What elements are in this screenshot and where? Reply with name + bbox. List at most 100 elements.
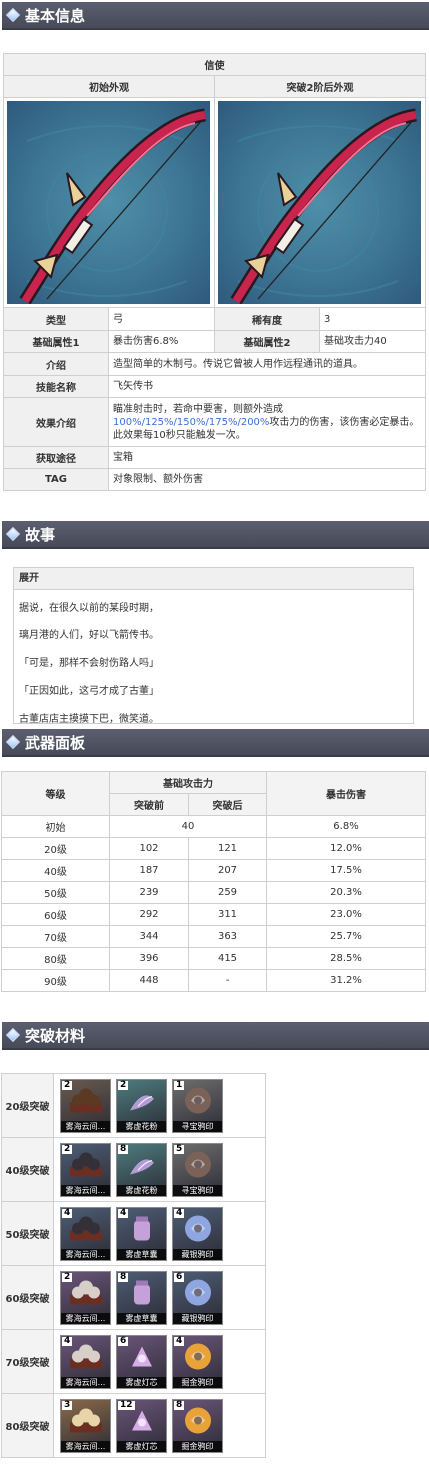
material-item[interactable]: 1 寻宝鸦印 (172, 1078, 223, 1133)
table-row: 40级 187 207 17.5% (1, 859, 426, 882)
material-item[interactable]: 8 雾虚草囊 (116, 1270, 167, 1325)
after-cell: 363 (188, 925, 267, 948)
table-row: 90级 448 - 31.2% (1, 969, 426, 992)
tag-label: TAG (3, 468, 109, 491)
material-row: 20级突破 2 雾海云间... 2 雾虚花粉 1 寻宝鸦印 (1, 1073, 266, 1138)
effect-text: 瞄准射击时，若命中要害，则额外造成 (113, 403, 283, 415)
material-list: 3 雾海云间... 12 雾虚灯芯 8 掘金鸦印 (53, 1393, 266, 1458)
table-row: 20级 102 121 12.0% (1, 837, 426, 860)
cloud-orb-icon (66, 1404, 106, 1439)
intro-value: 造型简单的木制弓。传说它曾被人用作远程通讯的道具。 (108, 352, 426, 376)
material-item[interactable]: 4 雾虚草囊 (116, 1206, 167, 1261)
crow-insignia-icon (178, 1212, 218, 1247)
material-list: 2 雾海云间... 2 雾虚花粉 1 寻宝鸦印 (53, 1073, 266, 1138)
section-header-materials: 突破材料 (2, 1022, 429, 1050)
material-count: 3 (62, 1399, 73, 1410)
skill-value: 飞矢传书 (108, 375, 426, 398)
material-count: 1 (174, 1079, 185, 1090)
cloud-orb-icon (66, 1212, 106, 1247)
appearance-ascended-label: 突破2阶后外观 (214, 75, 426, 98)
diamond-icon (5, 526, 21, 542)
before-header: 突破前 (109, 793, 189, 816)
material-item[interactable]: 2 雾海云间... (60, 1142, 111, 1197)
after-cell: 259 (188, 881, 267, 904)
material-count: 8 (118, 1271, 129, 1282)
crit-cell: 25.7% (266, 925, 426, 948)
before-cell: 344 (109, 925, 189, 948)
material-name: 雾海云间... (61, 1184, 110, 1196)
ascension-level-label: 70级突破 (1, 1329, 54, 1394)
material-name: 雾虚花粉 (117, 1120, 166, 1132)
material-row: 80级突破 3 雾海云间... 12 雾虚灯芯 8 掘金鸦印 (1, 1393, 266, 1458)
story-line: 古董店店主摸摸下巴，微笑道。 (19, 714, 159, 725)
material-count: 4 (118, 1207, 129, 1218)
material-item[interactable]: 4 藏银鸦印 (172, 1206, 223, 1261)
material-count: 2 (118, 1079, 129, 1090)
level-cell: 40级 (1, 859, 110, 882)
material-item[interactable]: 4 掘金鸦印 (172, 1334, 223, 1389)
ascension-level-label: 80级突破 (1, 1393, 54, 1458)
material-list: 4 雾海云间... 6 雾虚灯芯 4 掘金鸦印 (53, 1329, 266, 1394)
material-count: 4 (62, 1335, 73, 1346)
material-item[interactable]: 2 雾虚花粉 (116, 1078, 167, 1133)
material-item[interactable]: 6 雾虚灯芯 (116, 1334, 167, 1389)
material-item[interactable]: 4 雾海云间... (60, 1206, 111, 1261)
crit-cell: 28.5% (266, 947, 426, 970)
section-title: 故事 (25, 525, 56, 544)
material-item[interactable]: 6 藏银鸦印 (172, 1270, 223, 1325)
weapon-name: 信使 (3, 53, 426, 76)
story-expand-toggle[interactable]: 展开 (14, 568, 413, 590)
ascension-material-table: 20级突破 2 雾海云间... 2 雾虚花粉 1 寻宝鸦印 40级突破 2 雾海云间... 8 雾虚花… (1, 1073, 266, 1458)
table-row: 50级 239 259 20.3% (1, 881, 426, 904)
bow-icon (19, 108, 207, 304)
level-cell: 70级 (1, 925, 110, 948)
crow-insignia-icon (178, 1340, 218, 1375)
material-count: 8 (118, 1143, 129, 1154)
diamond-icon (5, 734, 21, 750)
rarity-value: 3 (319, 307, 426, 331)
material-item[interactable]: 2 雾海云间... (60, 1270, 111, 1325)
after-cell: 207 (188, 859, 267, 882)
bow-initial-image (7, 101, 210, 304)
material-item[interactable]: 2 雾海云间... (60, 1078, 111, 1133)
type-label: 类型 (3, 307, 109, 331)
crit-cell: 17.5% (266, 859, 426, 882)
material-name: 雾虚草囊 (117, 1312, 166, 1324)
level-cell: 初始 (1, 815, 110, 838)
appearance-ascended-cell (214, 97, 426, 308)
material-count: 12 (118, 1399, 135, 1410)
weapon-info-table: 信使 初始外观 突破2阶后外观 (3, 53, 426, 491)
appearance-initial-cell (3, 97, 215, 308)
material-item[interactable]: 8 掘金鸦印 (172, 1398, 223, 1453)
crit-cell: 31.2% (266, 969, 426, 992)
ascension-level-label: 40级突破 (1, 1137, 54, 1202)
bow-icon (230, 108, 418, 304)
material-item[interactable]: 3 雾海云间... (60, 1398, 111, 1453)
material-item[interactable]: 12 雾虚灯芯 (116, 1398, 167, 1453)
material-item[interactable]: 4 雾海云间... (60, 1334, 111, 1389)
pouch-icon (122, 1276, 162, 1311)
cloud-orb-icon (66, 1276, 106, 1311)
material-count: 6 (174, 1271, 185, 1282)
material-count: 8 (174, 1399, 185, 1410)
material-count: 4 (174, 1207, 185, 1218)
source-value: 宝箱 (108, 446, 426, 469)
rarity-label: 稀有度 (214, 307, 320, 331)
section-header-story: 故事 (2, 521, 429, 549)
after-cell: 311 (188, 903, 267, 926)
material-row: 50级突破 4 雾海云间... 4 雾虚草囊 4 藏银鸦印 (1, 1201, 266, 1266)
tag-value: 对象限制、额外伤害 (108, 468, 426, 491)
pollen-icon (122, 1084, 162, 1119)
lamp-wick-icon (122, 1404, 162, 1439)
material-name: 雾海云间... (61, 1120, 110, 1132)
after-cell: - (188, 969, 267, 992)
crow-insignia-icon (178, 1404, 218, 1439)
material-item[interactable]: 5 寻宝鸦印 (172, 1142, 223, 1197)
material-name: 藏银鸦印 (173, 1312, 222, 1324)
cloud-orb-icon (66, 1148, 106, 1183)
material-list: 4 雾海云间... 4 雾虚草囊 4 藏银鸦印 (53, 1201, 266, 1266)
material-item[interactable]: 8 雾虚花粉 (116, 1142, 167, 1197)
pollen-icon (122, 1148, 162, 1183)
pouch-icon (122, 1212, 162, 1247)
diamond-icon (5, 1027, 21, 1043)
